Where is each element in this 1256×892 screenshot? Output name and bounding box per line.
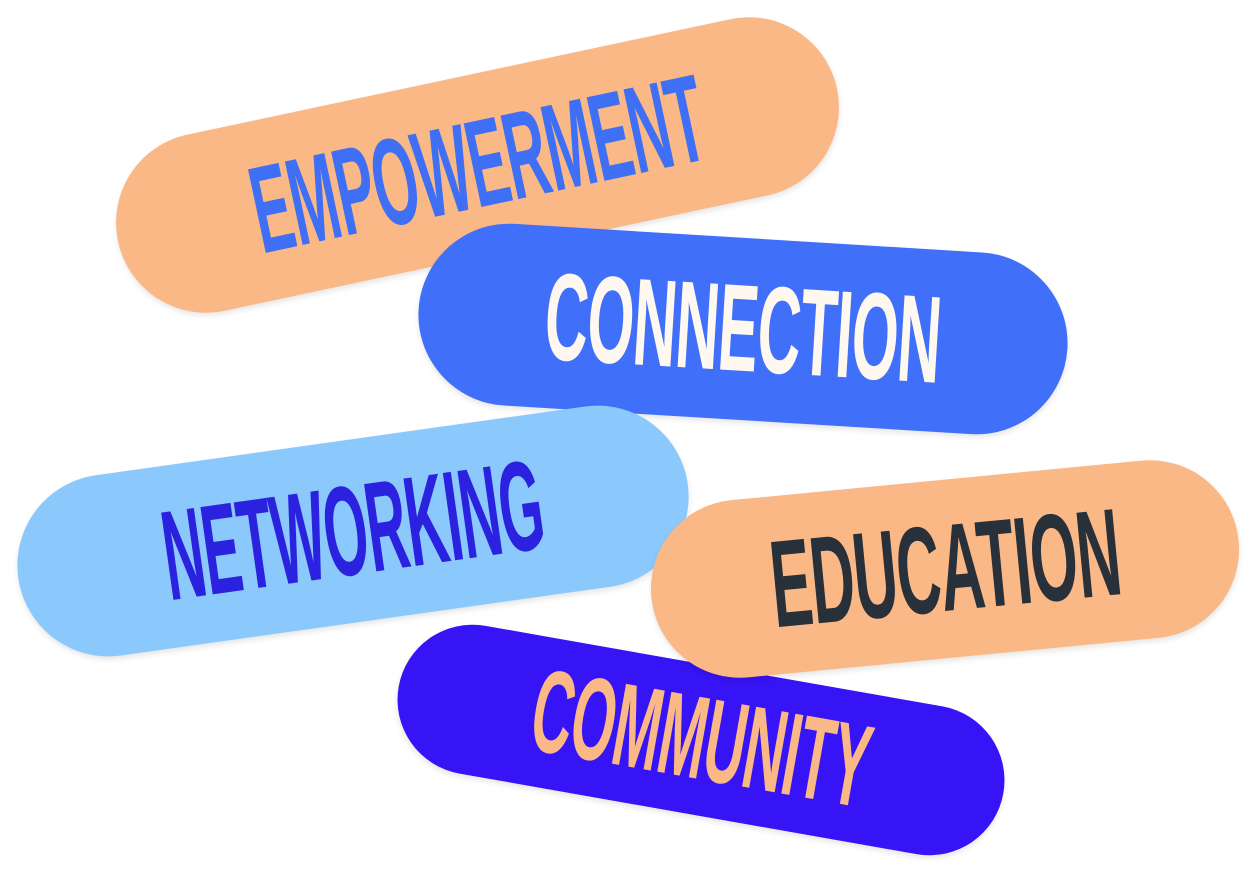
pill-label-connection: CONNECTION [541,247,945,410]
pill-label-community: COMMUNITY [522,644,881,834]
pill-education: EDUCATION [642,452,1248,686]
pill-networking: NETWORKING [5,393,701,669]
pill-label-networking: NETWORKING [153,433,552,628]
pill-connection: CONNECTION [413,218,1073,440]
pill-label-education: EDUCATION [764,482,1126,654]
